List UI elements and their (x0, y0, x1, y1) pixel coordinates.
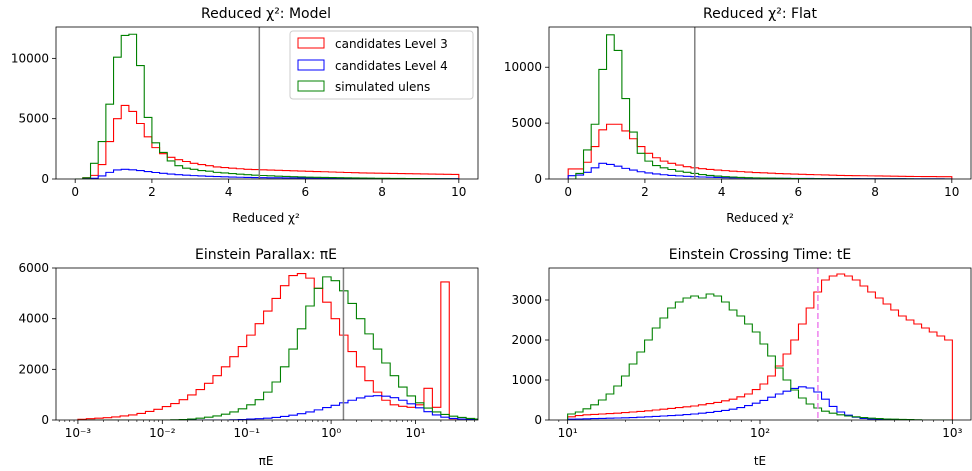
histogram-green (77, 276, 478, 420)
y-tick-label: 0 (534, 172, 542, 186)
x-tick-label: 6 (302, 185, 310, 199)
histogram-green (75, 33, 460, 179)
x-tick-label: 10⁰ (321, 426, 341, 440)
axes-frame (548, 26, 972, 180)
x-tick-label: 2 (148, 185, 156, 199)
x-tick-label: 10¹ (405, 426, 425, 440)
y-tick-label: 6000 (18, 261, 49, 275)
histogram-blue (75, 168, 460, 179)
x-tick-label: 10² (750, 426, 770, 440)
x-tick-label: 10⁻³ (65, 426, 92, 440)
x-tick-label: 6 (795, 185, 803, 199)
panel-einstein-parallax: Einstein Parallax: πE 10⁻³ 10⁻² 10⁻¹ 10⁰ 10¹… (18, 247, 479, 468)
histogram-red (567, 273, 953, 420)
legend-swatch-red (297, 37, 325, 49)
x-tick-label: 10⁻¹ (234, 426, 261, 440)
y-tick-label: 1000 (511, 373, 542, 387)
panel-einstein-crossing-time: Einstein Crossing Time: tE 10¹ 10² 10³ 0 100… (511, 247, 972, 468)
histogram-red (75, 104, 460, 179)
legend-swatch-blue (297, 59, 325, 71)
y-tick-label: 2000 (18, 362, 49, 376)
x-tick-label: 10³ (942, 426, 962, 440)
panel-reduced-chi2-model: Reduced χ²: Model 0 2 4 6 8 10 0 5000 10000 Redu… (11, 6, 479, 225)
x-axis-label: πE (259, 454, 274, 468)
x-tick-label: 10 (451, 185, 466, 199)
y-tick-label: 10000 (11, 51, 49, 65)
x-tick-label: 4 (718, 185, 726, 199)
histogram-blue (77, 395, 478, 420)
panel-title: Reduced χ²: Model (201, 6, 331, 22)
x-tick-label: 8 (378, 185, 386, 199)
legend-entry: simulated ulens (335, 80, 430, 94)
legend-swatch-green (297, 80, 325, 92)
y-tick-label: 5000 (511, 116, 542, 130)
histogram-red (567, 123, 953, 179)
histogram-blue (567, 386, 953, 420)
panel-title: Reduced χ²: Flat (703, 6, 818, 22)
legend-entry: candidates Level 4 (335, 59, 448, 73)
axes-frame (55, 26, 479, 180)
x-axis-label: tE (754, 454, 766, 468)
y-tick-label: 0 (41, 413, 49, 427)
y-tick-label: 4000 (18, 312, 49, 326)
x-tick-label: 10 (944, 185, 959, 199)
panel-title: Einstein Crossing Time: tE (669, 247, 851, 263)
histogram-red (77, 273, 478, 420)
x-axis-label: Reduced χ² (232, 211, 300, 225)
histogram-green (568, 34, 952, 179)
x-tick-label: 8 (871, 185, 879, 199)
x-tick-label: 0 (564, 185, 572, 199)
x-tick-label: 10⁻² (149, 426, 176, 440)
x-tick-label: 10¹ (558, 426, 578, 440)
histogram-green (567, 293, 953, 420)
y-tick-label: 5000 (18, 112, 49, 126)
legend: candidates Level 3 candidates Level 4 si… (289, 30, 474, 100)
y-tick-label: 2000 (511, 333, 542, 347)
x-tick-label: 0 (71, 185, 79, 199)
legend-frame (289, 30, 474, 100)
y-tick-label: 0 (534, 413, 542, 427)
axes-frame (55, 267, 479, 421)
x-tick-label: 2 (641, 185, 649, 199)
y-tick-label: 0 (41, 172, 49, 186)
x-tick-label: 4 (225, 185, 233, 199)
y-tick-label: 3000 (511, 293, 542, 307)
x-axis-label: Reduced χ² (726, 211, 794, 225)
panel-reduced-chi2-flat: Reduced χ²: Flat 0 2 4 6 8 10 0 5000 10000 Reduc… (504, 6, 972, 225)
y-tick-label: 10000 (504, 60, 542, 74)
panel-title: Einstein Parallax: πE (195, 247, 337, 263)
legend-entry: candidates Level 3 (335, 37, 448, 51)
